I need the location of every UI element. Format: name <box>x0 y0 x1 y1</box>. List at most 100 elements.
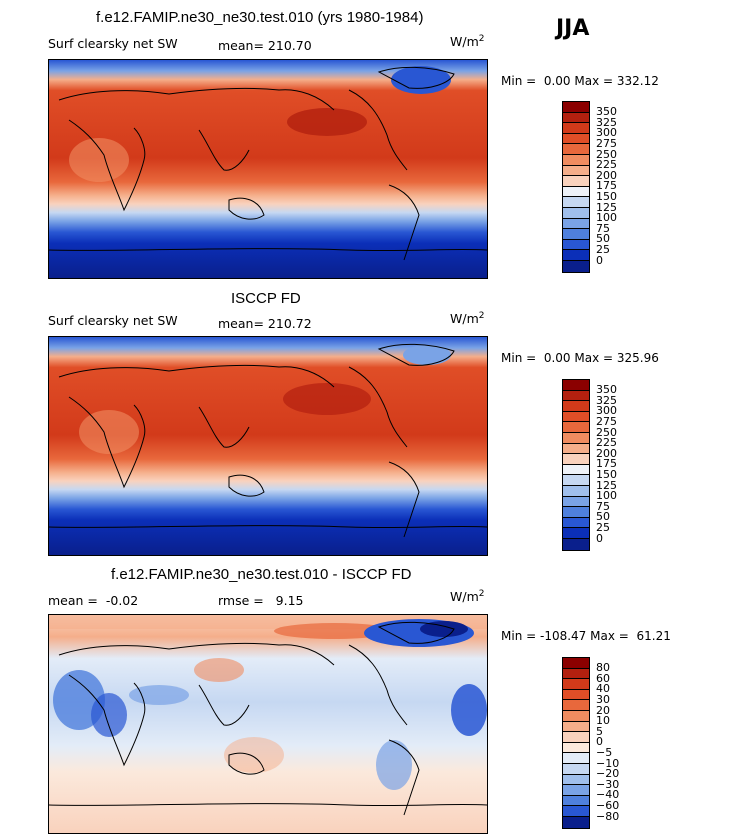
panel2-mean: mean= 210.72 <box>218 316 312 331</box>
colorbar-swatch <box>563 260 589 272</box>
colorbar-swatch <box>563 123 589 134</box>
colorbar-tick-label: 5 <box>596 724 603 738</box>
colorbar-tick-label: 300 <box>596 126 617 140</box>
colorbar-tick-label: −40 <box>596 788 620 802</box>
colorbar-swatch <box>563 806 589 817</box>
colorbar-swatch <box>563 432 589 444</box>
colorbar-tick-label: 175 <box>596 457 617 471</box>
colorbar-swatch <box>563 176 589 187</box>
colorbar-tick-label: 75 <box>596 221 610 235</box>
panel1-map <box>48 59 488 279</box>
colorbar-swatch <box>563 380 589 391</box>
colorbar-tick-label: −30 <box>596 777 620 791</box>
colorbar-swatch <box>563 816 589 828</box>
colorbar-swatch <box>563 507 589 518</box>
colorbar-tick-label: −5 <box>596 745 613 759</box>
panel1-mean-label: mean= <box>218 38 264 53</box>
colorbar-tick-label: 0 <box>596 531 603 545</box>
colorbar-tick-label: 175 <box>596 179 617 193</box>
colorbar-swatch <box>563 485 589 497</box>
panel3-mean: mean = -0.02 <box>48 593 138 608</box>
panel2-mean-value: 210.72 <box>267 316 312 331</box>
colorbar-swatch <box>563 689 589 701</box>
panel3-minmax: Min = -108.47 Max = 61.21 <box>501 629 671 643</box>
panel3-mean-value: -0.02 <box>105 593 139 608</box>
colorbar-swatch <box>563 411 589 423</box>
panel2-variable: Surf clearsky net SW <box>48 313 178 328</box>
panel2-colorbar <box>562 379 590 551</box>
colorbar-swatch <box>563 186 589 198</box>
colorbar-swatch <box>563 390 589 402</box>
colorbar-tick-label: 125 <box>596 478 617 492</box>
colorbar-swatch <box>563 785 589 796</box>
panel3-title: f.e12.FAMIP.ne30_ne30.test.010 - ISCCP F… <box>111 566 412 583</box>
colorbar-tick-label: −80 <box>596 809 620 823</box>
colorbar-tick-label: 25 <box>596 520 610 534</box>
colorbar-swatch <box>563 795 589 807</box>
panel2-title: ISCCP FD <box>231 290 301 307</box>
colorbar-swatch <box>563 700 589 711</box>
panel1-variable: Surf clearsky net SW <box>48 36 178 51</box>
panel1-minmax: Min = 0.00 Max = 332.12 <box>501 74 659 88</box>
panel3-units: W/m2 <box>450 589 485 605</box>
panel3-rmse: rmse = 9.15 <box>218 593 304 608</box>
colorbar-tick-label: 75 <box>596 499 610 513</box>
colorbar-tick-label: 60 <box>596 671 610 685</box>
colorbar-tick-label: 50 <box>596 232 610 246</box>
colorbar-swatch <box>563 475 589 486</box>
panel1-colorbar <box>562 101 590 273</box>
colorbar-swatch <box>563 154 589 166</box>
colorbar-swatch <box>563 496 589 508</box>
colorbar-swatch <box>563 753 589 764</box>
season-label: JJA <box>556 16 590 41</box>
colorbar-tick-label: 100 <box>596 211 617 225</box>
colorbar-tick-label: 250 <box>596 147 617 161</box>
colorbar-tick-label: 250 <box>596 425 617 439</box>
colorbar-swatch <box>563 454 589 465</box>
colorbar-swatch <box>563 133 589 145</box>
colorbar-swatch <box>563 401 589 412</box>
colorbar-tick-label: 350 <box>596 383 617 397</box>
panel3-rmse-value: 9.15 <box>275 593 304 608</box>
colorbar-swatch <box>563 721 589 733</box>
colorbar-swatch <box>563 679 589 690</box>
colorbar-tick-label: −60 <box>596 798 620 812</box>
panel3-map <box>48 614 488 834</box>
panel2-mean-label: mean= <box>218 316 264 331</box>
colorbar-tick-label: 200 <box>596 168 617 182</box>
colorbar-tick-label: 275 <box>596 414 617 428</box>
colorbar-swatch <box>563 422 589 433</box>
colorbar-tick-label: 325 <box>596 115 617 129</box>
colorbar-tick-label: 350 <box>596 105 617 119</box>
colorbar-swatch <box>563 207 589 219</box>
colorbar-tick-label: 150 <box>596 467 617 481</box>
colorbar-swatch <box>563 229 589 240</box>
colorbar-swatch <box>563 763 589 775</box>
colorbar-tick-label: 0 <box>596 253 603 267</box>
colorbar-tick-label: 300 <box>596 404 617 418</box>
colorbar-tick-label: 80 <box>596 661 610 675</box>
colorbar-tick-label: 225 <box>596 436 617 450</box>
colorbar-swatch <box>563 144 589 155</box>
panel1-mean-value: 210.70 <box>267 38 312 53</box>
colorbar-tick-label: 100 <box>596 489 617 503</box>
colorbar-tick-label: 40 <box>596 682 610 696</box>
colorbar-tick-label: 325 <box>596 393 617 407</box>
colorbar-swatch <box>563 538 589 550</box>
colorbar-swatch <box>563 102 589 113</box>
panel3-colorbar <box>562 657 590 829</box>
colorbar-swatch <box>563 658 589 669</box>
panel2-units: W/m2 <box>450 311 485 327</box>
panel2-map <box>48 336 488 556</box>
panel1-title: f.e12.FAMIP.ne30_ne30.test.010 (yrs 1980… <box>96 9 424 26</box>
panel1-mean: mean= 210.70 <box>218 38 312 53</box>
colorbar-tick-label: 0 <box>596 735 603 749</box>
colorbar-swatch <box>563 732 589 743</box>
colorbar-swatch <box>563 517 589 529</box>
colorbar-swatch <box>563 464 589 476</box>
colorbar-tick-label: 150 <box>596 189 617 203</box>
colorbar-tick-label: 10 <box>596 714 610 728</box>
colorbar-tick-label: 20 <box>596 703 610 717</box>
colorbar-swatch <box>563 443 589 455</box>
colorbar-tick-label: 200 <box>596 446 617 460</box>
